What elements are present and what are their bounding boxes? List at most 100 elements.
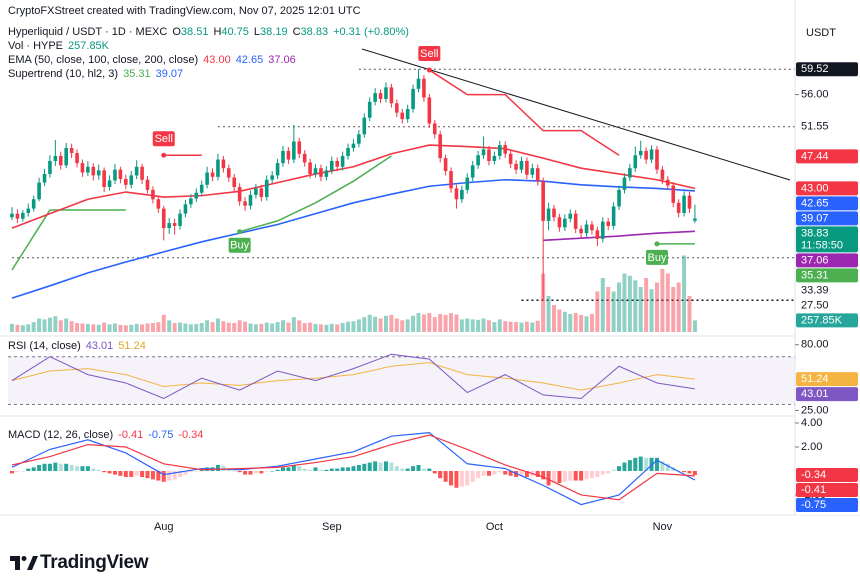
y-tick-label: 4.00: [801, 417, 822, 429]
macd-histogram-bar: [313, 467, 318, 471]
legend-ema: EMA (50, close, 100, close, 200, close) 4…: [8, 54, 296, 66]
candle-body: [156, 199, 161, 209]
currency[interactable]: USDT: [806, 27, 836, 39]
macd-histogram-bar: [394, 466, 399, 471]
legend-item: 257.85K: [68, 40, 110, 52]
macd-histogram-bar: [123, 470, 128, 477]
candle-body: [286, 150, 291, 160]
axis-badge: [796, 149, 858, 164]
candle-body: [427, 97, 432, 124]
x-tick-label: Sep: [322, 521, 342, 533]
candle-body: [232, 177, 237, 187]
volume-bar: [459, 319, 464, 332]
macd-histogram-bar: [541, 470, 546, 480]
macd-histogram-bar: [579, 470, 584, 481]
macd-histogram-bar: [156, 470, 161, 481]
signal-badge: [228, 237, 251, 253]
signal-badge: [645, 249, 668, 265]
macd-histogram-bar: [367, 462, 372, 471]
candle-body: [671, 185, 676, 203]
rsi-band: [8, 356, 795, 405]
candle-body: [687, 195, 692, 209]
candle-body: [313, 168, 318, 174]
macd-histogram-bar: [194, 470, 199, 472]
candle-body: [676, 202, 681, 213]
macd-histogram-bar: [161, 470, 166, 482]
macd-histogram-bar: [64, 463, 69, 471]
volume-bar: [102, 322, 107, 332]
macd-line: [11, 431, 696, 506]
candle-body: [194, 192, 199, 199]
candle-body: [237, 186, 242, 202]
candle-body: [508, 153, 513, 164]
candle-body: [400, 112, 405, 120]
axis-badge: [796, 483, 858, 498]
candle-body: [660, 169, 665, 180]
macd-histogram-bar: [644, 457, 649, 471]
macd-histogram-bar: [476, 470, 481, 479]
volume-bar: [118, 324, 123, 332]
legend-item: O: [172, 26, 181, 38]
macd-histogram-bar: [687, 470, 692, 474]
volume-bar: [432, 317, 437, 332]
macd-histogram-bar: [232, 470, 237, 472]
axis-badge-label: 39.07: [801, 212, 829, 224]
macd-histogram-bar: [416, 464, 421, 471]
candle-body: [649, 149, 654, 160]
macd-histogram-bar: [167, 470, 172, 481]
macd-histogram-bar: [291, 464, 296, 471]
candle-body: [15, 213, 20, 219]
candle-body: [96, 170, 101, 176]
candle-body: [530, 168, 535, 175]
volume-bar: [329, 323, 334, 332]
volume-bar: [503, 321, 508, 332]
volume-bar: [611, 291, 616, 332]
volume-bar: [465, 318, 470, 332]
volume-bar: [486, 320, 491, 332]
legend-item: 43.01: [85, 340, 114, 352]
volume-bar: [514, 322, 519, 332]
legend-item: +0.31 (+0.80%): [333, 26, 409, 38]
volume-bar: [519, 322, 524, 332]
macd-histogram-bar: [432, 470, 437, 474]
volume-bar: [492, 322, 497, 332]
volume-bar: [524, 321, 529, 332]
candle-body: [449, 171, 453, 189]
x-tick-label: Aug: [154, 521, 174, 533]
legend-item: H: [213, 26, 222, 38]
candle-body: [107, 180, 112, 187]
axis-badge: [796, 387, 858, 402]
macd-histogram-bar: [91, 468, 96, 471]
macd-histogram-bar: [107, 470, 112, 474]
volume-bar: [421, 314, 426, 332]
volume-bar: [671, 287, 676, 332]
volume-bar: [405, 319, 410, 332]
ema-line: [11, 144, 696, 229]
macd-histogram-bar: [134, 470, 139, 476]
volume-bar: [183, 323, 188, 332]
volume-bar: [584, 316, 589, 332]
volume-bar: [541, 273, 546, 332]
legend-volume: Vol · HYPE 257.85K: [8, 40, 109, 52]
volume-bar: [557, 309, 562, 332]
legend-item: 38.19: [260, 26, 288, 38]
macd-histogram-bar: [318, 469, 323, 471]
candle-body: [395, 103, 399, 113]
volume-bar: [85, 323, 90, 332]
logo[interactable]: TradingView: [40, 552, 149, 573]
volume-bar: [589, 314, 594, 332]
macd-histogram-bar: [524, 470, 529, 477]
macd-histogram-bar: [281, 467, 285, 471]
macd-histogram-bar: [497, 470, 502, 473]
candle-body: [140, 166, 144, 180]
volume-bar: [324, 324, 329, 332]
volume-bar: [356, 319, 361, 332]
volume-bar: [232, 323, 237, 332]
volume-bar: [481, 318, 486, 332]
volume-bar: [373, 316, 378, 332]
candle-body: [525, 160, 529, 175]
candle-body: [492, 155, 497, 161]
macd-histogram-bar: [259, 470, 264, 474]
legend-item: 40.75: [221, 26, 249, 38]
volume-bar: [665, 273, 670, 332]
